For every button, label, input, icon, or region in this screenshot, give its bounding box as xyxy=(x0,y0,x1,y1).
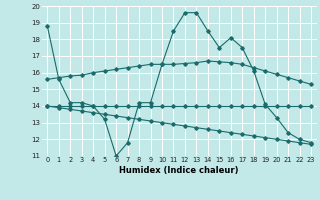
X-axis label: Humidex (Indice chaleur): Humidex (Indice chaleur) xyxy=(119,166,239,175)
